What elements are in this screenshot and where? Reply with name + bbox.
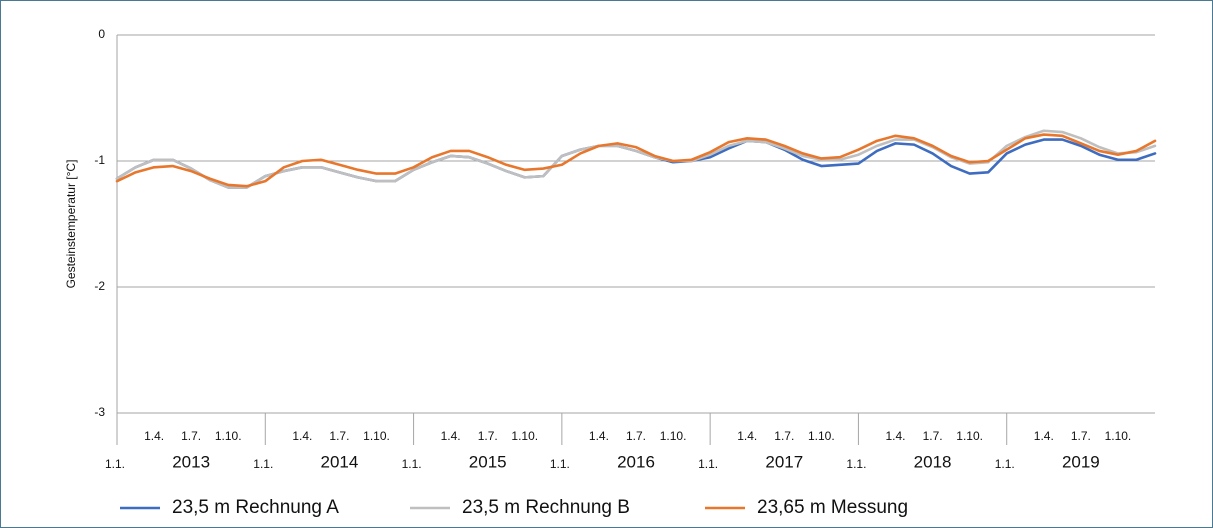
- year-label: 2013: [172, 452, 210, 471]
- legend-label: 23,5 m Rechnung A: [172, 497, 339, 518]
- x-tick-label: 1.10.: [660, 429, 687, 443]
- x-tick-label: 1.4.: [441, 429, 461, 443]
- x-tick-label: 1.1.: [846, 457, 866, 471]
- x-tick-label: 1.7.: [181, 429, 201, 443]
- year-label: 2019: [1062, 452, 1100, 471]
- x-tick-label: 1.4.: [885, 429, 905, 443]
- series-line: [115, 129, 1157, 189]
- x-tick-label: 1.10.: [808, 429, 835, 443]
- x-tick-label: 1.7.: [1071, 429, 1091, 443]
- x-tick-label: 1.4.: [144, 429, 164, 443]
- x-tick-label: 1.1.: [402, 457, 422, 471]
- x-tick-label: 1.10.: [363, 429, 390, 443]
- y-axis-label: Gesteinstemperatur [°C]: [64, 160, 78, 289]
- x-tick-label: 1.7.: [923, 429, 943, 443]
- year-label: 2017: [765, 452, 803, 471]
- y-tick-label: -3: [94, 405, 105, 419]
- x-tick-label: 1.7.: [626, 429, 646, 443]
- series-line: [115, 133, 1157, 188]
- x-tick-label: 1.10.: [956, 429, 983, 443]
- x-tick-label: 1.1.: [995, 457, 1015, 471]
- legend-label: 23,5 m Rechnung B: [462, 497, 630, 518]
- x-tick-label: 1.4.: [589, 429, 609, 443]
- x-tick-label: 1.7.: [774, 429, 794, 443]
- x-tick-label: 1.4.: [1034, 429, 1054, 443]
- x-tick-label: 1.10.: [215, 429, 242, 443]
- y-tick-label: 0: [98, 27, 105, 41]
- y-tick-label: -2: [94, 279, 105, 293]
- year-label: 2014: [321, 452, 359, 471]
- x-tick-label: 1.1.: [698, 457, 718, 471]
- x-tick-label: 1.7.: [478, 429, 498, 443]
- x-tick-label: 1.10.: [1105, 429, 1132, 443]
- x-tick-label: 1.1.: [253, 457, 273, 471]
- x-tick-label: 1.7.: [329, 429, 349, 443]
- year-label: 2015: [469, 452, 507, 471]
- year-label: 2016: [617, 452, 655, 471]
- year-label: 2018: [914, 452, 952, 471]
- x-tick-label: 1.4.: [737, 429, 757, 443]
- y-tick-label: -1: [94, 153, 105, 167]
- x-tick-label: 1.10.: [511, 429, 538, 443]
- x-tick-label: 1.4.: [292, 429, 312, 443]
- x-tick-label: 1.1.: [105, 457, 125, 471]
- x-tick-label: 1.1.: [550, 457, 570, 471]
- legend-label: 23,65 m Messung: [757, 497, 908, 518]
